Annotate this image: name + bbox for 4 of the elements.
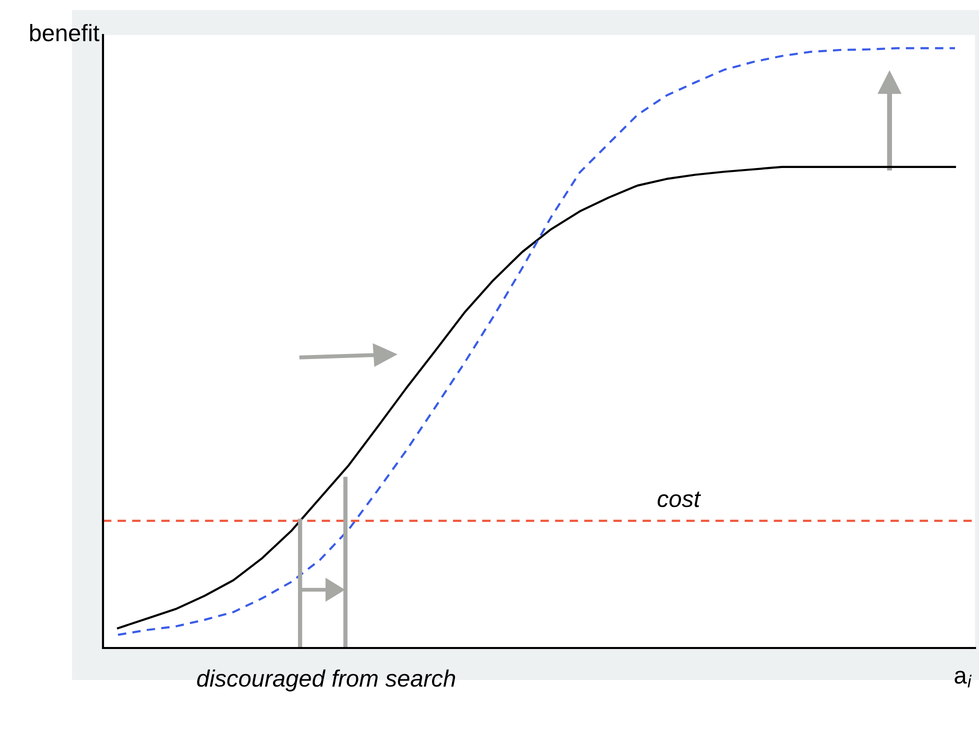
x-axis-title: a$_{i}$ xyxy=(954,670,972,688)
text: discouraged from search xyxy=(197,669,456,692)
y-axis-title: benefit xyxy=(30,24,100,42)
ref-line-label: cost xyxy=(658,492,701,508)
